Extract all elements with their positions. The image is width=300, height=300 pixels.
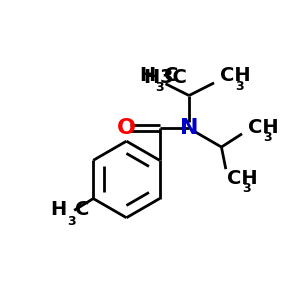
Text: CH: CH xyxy=(227,169,258,188)
Text: C: C xyxy=(164,66,178,85)
Text: CH: CH xyxy=(248,118,279,137)
Text: 3: 3 xyxy=(155,81,164,94)
Text: 3C: 3C xyxy=(160,68,188,87)
Text: 3: 3 xyxy=(67,215,75,228)
Text: CH: CH xyxy=(220,66,250,85)
Text: H: H xyxy=(50,200,67,219)
Text: H: H xyxy=(143,68,160,87)
Text: N: N xyxy=(180,118,198,138)
Text: H: H xyxy=(139,66,155,85)
Text: O: O xyxy=(117,118,136,138)
Text: 3: 3 xyxy=(235,80,244,93)
Text: C: C xyxy=(75,200,89,219)
Text: 3: 3 xyxy=(263,131,272,144)
Text: 3: 3 xyxy=(243,182,251,195)
